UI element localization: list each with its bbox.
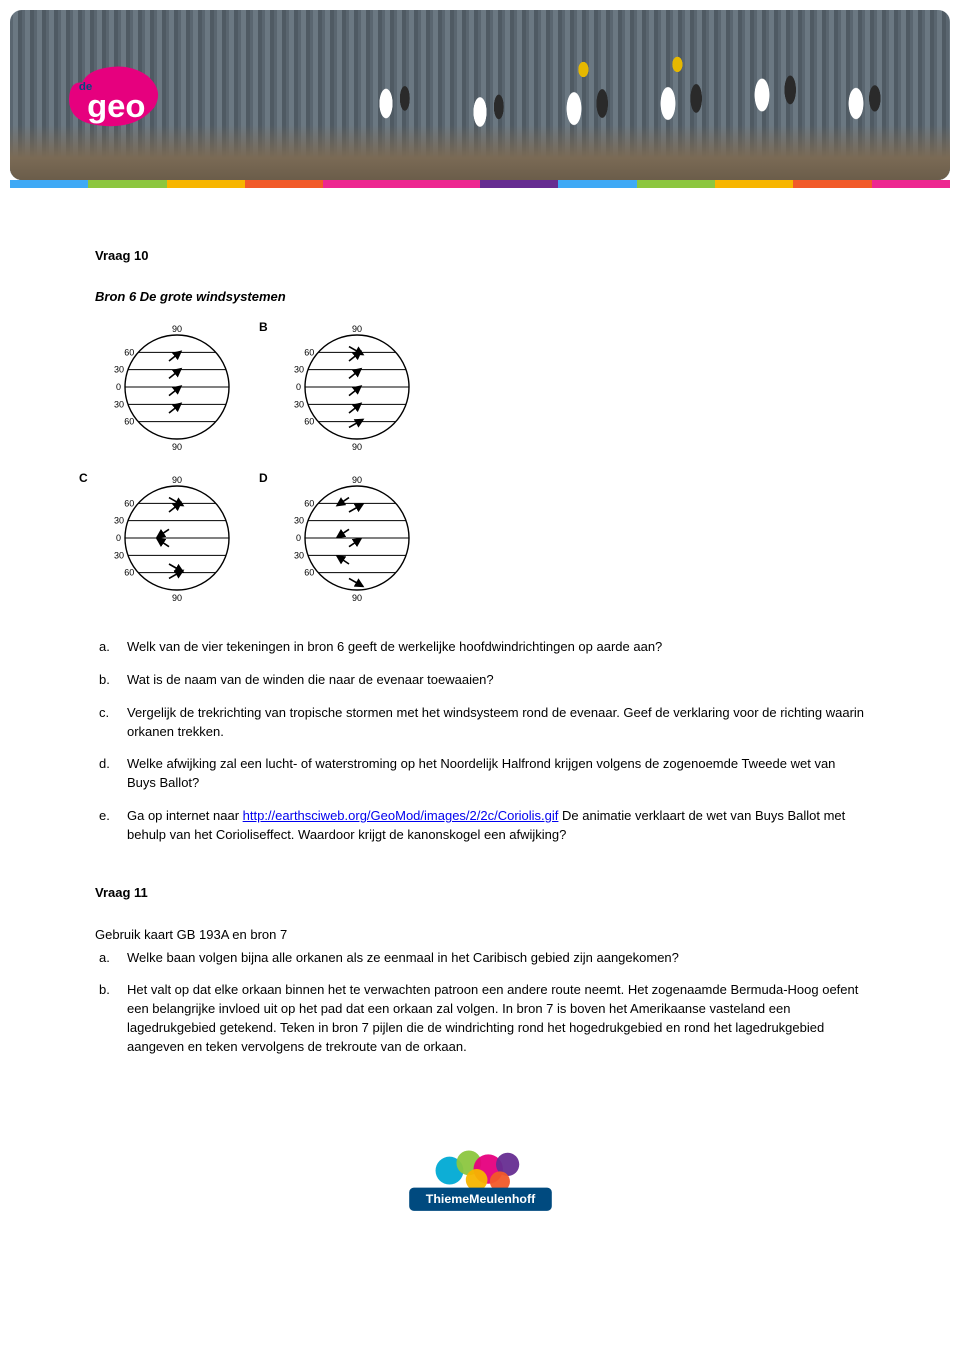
globe-panel: 9060300306090 [95, 322, 245, 455]
globe-panel: D9060300306090 [275, 473, 425, 606]
svg-text:90: 90 [172, 593, 182, 603]
svg-text:30: 30 [294, 516, 304, 526]
item-text: Welk van de vier tekeningen in bron 6 ge… [127, 639, 662, 654]
q10-item-e: Ga op internet naar http://earthsciweb.o… [127, 807, 865, 845]
svg-text:90: 90 [172, 324, 182, 334]
svg-text:60: 60 [124, 417, 134, 427]
question-11-items: Welke baan volgen bijna alle orkanen als… [95, 949, 865, 1057]
svg-text:30: 30 [114, 550, 124, 560]
q10-item-c: Vergelijk de trekrichting van tropische … [127, 704, 865, 742]
item-text: Het valt op dat elke orkaan binnen het t… [127, 982, 858, 1054]
q10-item-d: Welke afwijking zal een lucht- of waters… [127, 755, 865, 793]
svg-text:30: 30 [114, 516, 124, 526]
q11-item-a: Welke baan volgen bijna alle orkanen als… [127, 949, 865, 968]
svg-text:0: 0 [296, 533, 301, 543]
item-text: Vergelijk de trekrichting van tropische … [127, 705, 864, 739]
svg-text:90: 90 [352, 442, 362, 452]
coriolis-link[interactable]: http://earthsciweb.org/GeoMod/images/2/2… [243, 808, 559, 823]
source-title: Bron 6 De grote windsystemen [95, 289, 865, 304]
q10-item-a: Welk van de vier tekeningen in bron 6 ge… [127, 638, 865, 657]
question-title: Vraag 10 [95, 248, 865, 263]
svg-text:60: 60 [124, 498, 134, 508]
question-title: Vraag 11 [95, 885, 865, 900]
svg-text:60: 60 [304, 347, 314, 357]
svg-text:90: 90 [352, 593, 362, 603]
wind-system-diagram: 9060300306090B9060300306090C906030030609… [95, 322, 865, 606]
header-logo: de geo [65, 58, 165, 136]
globe-panel-label: B [259, 320, 268, 334]
item-text: Welke baan volgen bijna alle orkanen als… [127, 950, 679, 965]
svg-text:60: 60 [124, 568, 134, 578]
globe-panel: B9060300306090 [275, 322, 425, 455]
globe-panel-label: C [79, 471, 88, 485]
globe-panel-label: D [259, 471, 268, 485]
svg-text:0: 0 [296, 382, 301, 392]
footer-brand-text: ThiemeMeulenhoff [425, 1192, 535, 1206]
svg-text:30: 30 [294, 399, 304, 409]
svg-text:60: 60 [304, 417, 314, 427]
svg-text:30: 30 [294, 550, 304, 560]
q10-item-b: Wat is de naam van de winden die naar de… [127, 671, 865, 690]
svg-text:0: 0 [116, 382, 121, 392]
svg-text:60: 60 [124, 347, 134, 357]
svg-text:30: 30 [114, 365, 124, 375]
logo-big-text: geo [87, 87, 145, 124]
question-intro: Gebruik kaart GB 193A en bron 7 [95, 926, 865, 945]
svg-text:90: 90 [352, 324, 362, 334]
svg-text:30: 30 [294, 365, 304, 375]
question-11: Vraag 11 Gebruik kaart GB 193A en bron 7… [95, 885, 865, 1057]
svg-text:30: 30 [114, 399, 124, 409]
header-banner: de geo [10, 10, 950, 180]
svg-text:0: 0 [116, 533, 121, 543]
footer-logo: ThiemeMeulenhoff [0, 1137, 960, 1242]
svg-text:60: 60 [304, 568, 314, 578]
q11-item-b: Het valt op dat elke orkaan binnen het t… [127, 981, 865, 1056]
item-text-pre: Ga op internet naar [127, 808, 243, 823]
item-text: Welke afwijking zal een lucht- of waters… [127, 756, 835, 790]
svg-text:90: 90 [172, 475, 182, 485]
page-content: Vraag 10 Bron 6 De grote windsystemen 90… [0, 188, 960, 1137]
question-10: Vraag 10 Bron 6 De grote windsystemen 90… [95, 248, 865, 845]
svg-text:60: 60 [304, 498, 314, 508]
globe-panel: C9060300306090 [95, 473, 245, 606]
color-stripe [10, 180, 950, 188]
svg-text:90: 90 [172, 442, 182, 452]
svg-text:90: 90 [352, 475, 362, 485]
item-text: Wat is de naam van de winden die naar de… [127, 672, 494, 687]
question-10-items: Welk van de vier tekeningen in bron 6 ge… [95, 638, 865, 845]
